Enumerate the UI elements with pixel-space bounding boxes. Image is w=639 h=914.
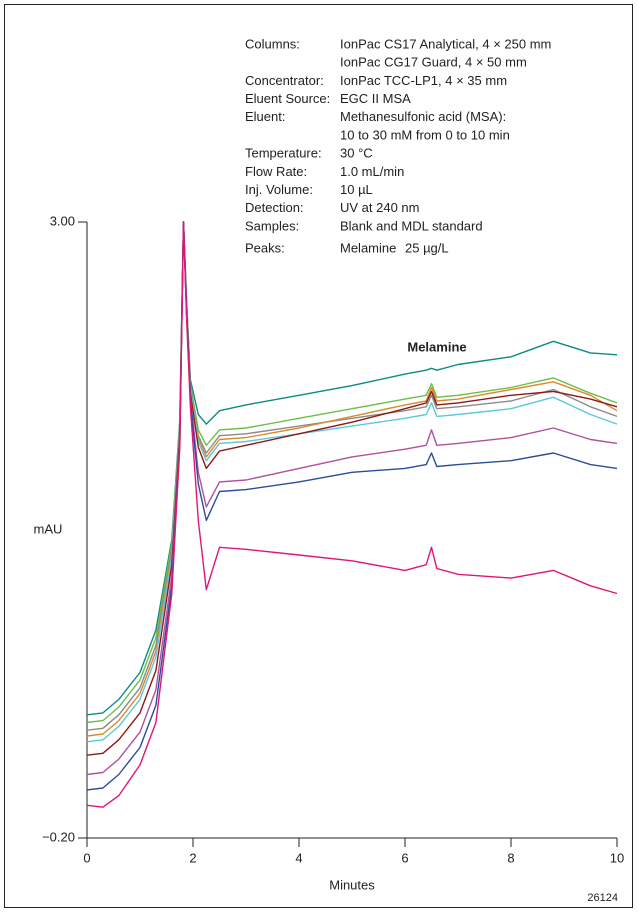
trace xyxy=(86,221,618,737)
condition-value: IonPac TCC-LP1, 4 × 35 mm xyxy=(340,73,507,88)
condition-value: 10 µL xyxy=(340,182,373,197)
condition-label: Concentrator: xyxy=(245,73,324,88)
condition-label: Detection: xyxy=(245,200,304,215)
trace xyxy=(86,221,618,731)
figure-id: 26124 xyxy=(587,892,618,904)
y-tick-label: 3.00 xyxy=(50,213,75,228)
x-tick-label: 8 xyxy=(507,850,514,865)
condition-value: 10 to 30 mM from 0 to 10 min xyxy=(340,127,510,142)
trace xyxy=(86,221,618,776)
condition-label: Samples: xyxy=(245,218,299,233)
condition-value: Blank and MDL standard xyxy=(340,218,483,233)
y-axis-label: mAU xyxy=(34,521,63,536)
frame xyxy=(4,4,633,908)
y-tick-label: −0.20 xyxy=(42,829,75,844)
x-tick-label: 6 xyxy=(401,850,408,865)
condition-label: Eluent: xyxy=(245,109,285,124)
trace xyxy=(86,221,618,724)
trace xyxy=(86,221,618,756)
trace xyxy=(86,221,618,743)
condition-value: UV at 240 nm xyxy=(340,200,420,215)
condition-label: Columns: xyxy=(245,36,300,51)
x-tick-label: 4 xyxy=(295,850,302,865)
condition-value: IonPac CG17 Guard, 4 × 50 mm xyxy=(340,55,527,70)
condition-value: IonPac CS17 Analytical, 4 × 250 mm xyxy=(340,36,551,51)
condition-value: 1.0 mL/min xyxy=(340,164,404,179)
trace xyxy=(86,221,618,808)
condition-value: 30 °C xyxy=(340,146,373,161)
condition-value: Methanesulfonic acid (MSA): xyxy=(340,109,506,124)
trace xyxy=(86,221,618,791)
condition-label: Temperature: xyxy=(245,146,322,161)
condition-label: Flow Rate: xyxy=(245,164,307,179)
peaks-label: Peaks: xyxy=(245,241,285,256)
x-tick-label: 2 xyxy=(189,850,196,865)
x-tick-label: 0 xyxy=(83,850,90,865)
condition-value: EGC II MSA xyxy=(340,91,411,106)
peak-annotation: Melamine xyxy=(407,339,466,354)
trace xyxy=(86,221,618,716)
x-axis-label: Minutes xyxy=(329,877,375,892)
x-tick-label: 10 xyxy=(610,850,624,865)
condition-label: Eluent Source: xyxy=(245,91,330,106)
peak-name: Melamine xyxy=(340,241,396,256)
condition-label: Inj. Volume: xyxy=(245,182,313,197)
peak-amount: 25 µg/L xyxy=(405,241,449,256)
